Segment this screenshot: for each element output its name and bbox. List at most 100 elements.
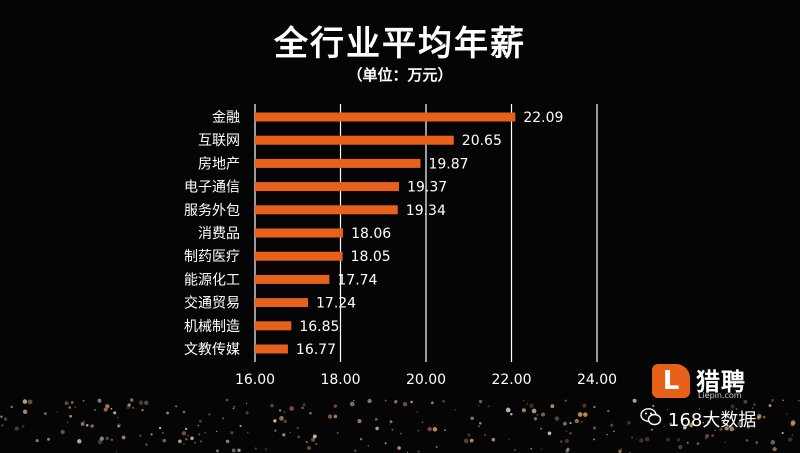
sparkle-dot xyxy=(129,398,134,402)
sparkle-dot xyxy=(540,427,543,430)
sparkle-dot xyxy=(751,406,755,410)
sparkle-dot xyxy=(333,404,337,408)
sparkle-dot xyxy=(691,421,694,425)
sparkle-dot xyxy=(696,442,700,445)
sparkle-dot xyxy=(771,399,774,402)
sparkle-dot xyxy=(753,403,756,406)
sparkle-dot xyxy=(21,424,25,428)
sparkle-dot xyxy=(772,446,777,452)
chart-subtitle: （单位：万元） xyxy=(347,66,453,84)
sparkle-dot xyxy=(110,407,113,410)
sparkle-dot xyxy=(375,426,379,431)
sparkle-dot xyxy=(121,435,126,440)
sparkle-dot xyxy=(82,420,85,423)
sparkle-dot xyxy=(185,438,188,441)
sparkle-dot xyxy=(714,429,717,431)
sparkle-dot xyxy=(768,404,772,408)
sparkle-dot xyxy=(790,420,796,425)
sparkle-dot xyxy=(296,427,299,430)
sparkle-dot xyxy=(145,443,148,446)
sparkle-dot xyxy=(782,399,784,402)
liepin-logo: L 猎聘 Liepin.com xyxy=(652,362,772,402)
sparkle-dot xyxy=(141,409,144,412)
sparkle-dot xyxy=(533,417,538,421)
sparkle-dot xyxy=(706,423,709,426)
sparkle-dot xyxy=(232,407,235,410)
sparkle-dot xyxy=(674,414,676,416)
sparkle-dot xyxy=(333,414,338,419)
sparkle-dot xyxy=(711,434,714,437)
bar xyxy=(255,112,516,122)
category-label: 消费品 xyxy=(198,226,240,242)
sparkle-dot xyxy=(540,448,543,451)
sparkle-dot xyxy=(583,412,588,417)
sparkle-dot xyxy=(702,422,704,424)
sparkle-dot xyxy=(582,403,587,408)
x-tick-label: 18.00 xyxy=(320,372,360,388)
sparkle-dot xyxy=(309,412,312,415)
sparkle-dot xyxy=(384,399,387,402)
category-label: 能源化工 xyxy=(184,272,240,288)
sparkle-dot xyxy=(311,437,316,442)
sparkle-dot xyxy=(564,399,567,402)
sparkle-dot xyxy=(225,439,230,444)
bar xyxy=(255,135,454,145)
logo-domain: Liepin.com xyxy=(698,391,742,400)
sparkle-dot xyxy=(117,425,120,428)
bar xyxy=(255,298,309,308)
sparkle-dot xyxy=(354,449,357,452)
wechat-icon xyxy=(640,408,662,426)
x-tick-label: 24.00 xyxy=(577,372,617,388)
sparkle-dot xyxy=(487,405,490,408)
sparkle-dot xyxy=(593,438,596,441)
value-label: 17.74 xyxy=(337,272,377,288)
sparkle-dot xyxy=(636,438,638,440)
sparkle-dot xyxy=(510,412,513,416)
sparkle-dot xyxy=(301,406,304,410)
sparkle-dot xyxy=(127,403,131,407)
sparkle-dot xyxy=(632,398,637,403)
sparkle-dot xyxy=(69,414,72,418)
sparkle-dot xyxy=(569,422,572,425)
sparkle-dot xyxy=(183,443,185,445)
sparkle-dot xyxy=(3,417,8,421)
sparkle-dot xyxy=(110,438,114,442)
sparkle-dot xyxy=(307,446,311,450)
sparkle-dot xyxy=(103,407,108,412)
category-label: 交通贸易 xyxy=(184,295,240,312)
sparkle-dot xyxy=(735,407,738,410)
sparkle-dot xyxy=(166,411,169,415)
sparkle-dot xyxy=(463,438,469,444)
sparkle-dot xyxy=(529,403,534,409)
sparkle-dot xyxy=(724,441,726,444)
sparkle-dot xyxy=(593,405,596,409)
sparkle-dot xyxy=(550,404,555,409)
sparkle-dot xyxy=(565,430,568,432)
sparkle-dot xyxy=(305,441,308,444)
sparkle-dot xyxy=(47,437,50,441)
sparkle-dot xyxy=(417,429,420,432)
sparkle-dot xyxy=(613,430,615,433)
sparkle-dot xyxy=(400,432,402,435)
sparkle-dot xyxy=(743,399,748,404)
sparkle-dot xyxy=(786,413,788,415)
sparkle-dot xyxy=(367,398,372,404)
sparkle-dot xyxy=(158,426,162,430)
category-label: 电子通信 xyxy=(184,180,240,196)
sparkle-dot xyxy=(247,431,249,434)
sparkle-dot xyxy=(719,427,723,431)
sparkle-dot xyxy=(762,415,766,419)
sparkle-dot xyxy=(698,408,701,410)
sparkle-dot xyxy=(315,443,318,445)
sparkle-dot xyxy=(505,407,511,413)
sparkle-dot xyxy=(90,424,94,428)
sparkle-dot xyxy=(367,445,370,447)
sparkle-dot xyxy=(705,434,709,438)
sparkle-dot xyxy=(273,419,277,423)
sparkle-dot xyxy=(687,442,689,444)
sparkle-dot xyxy=(508,438,511,441)
value-label: 20.65 xyxy=(462,133,502,149)
sparkle-dot xyxy=(116,416,119,419)
sparkle-dot xyxy=(530,447,532,450)
sparkle-dot xyxy=(22,399,28,404)
